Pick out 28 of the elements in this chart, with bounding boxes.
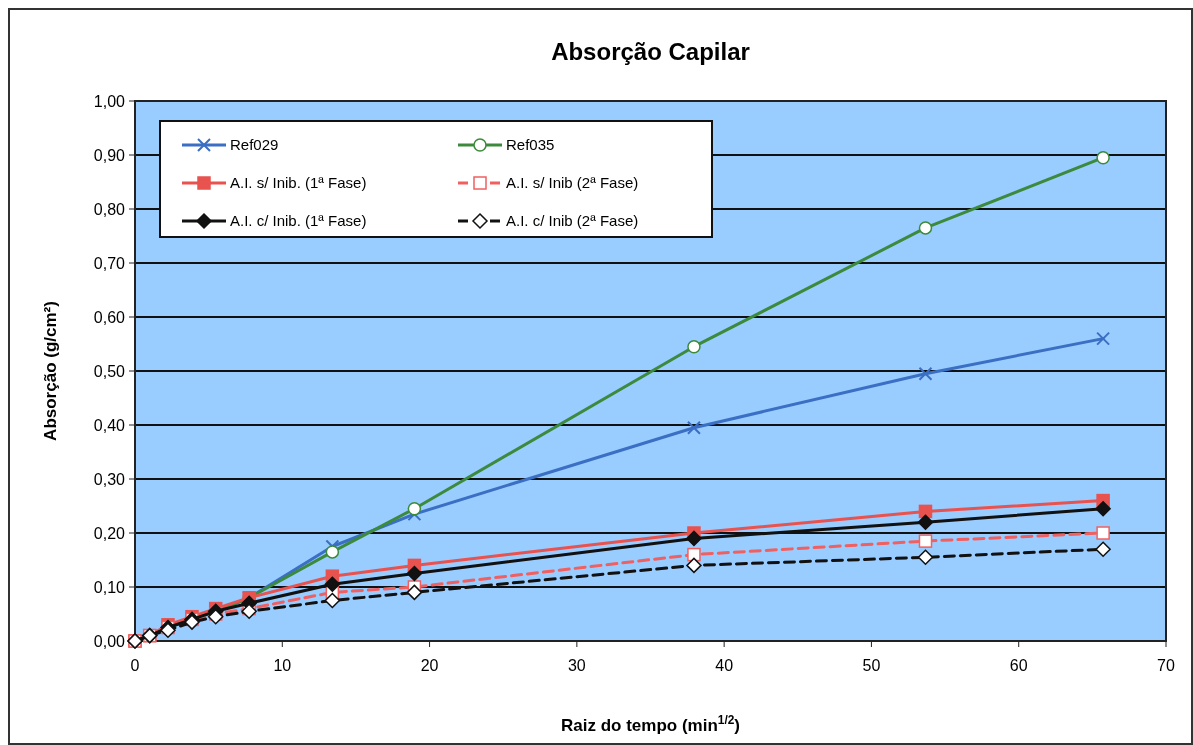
- y-tick-label: 0,80: [93, 200, 126, 218]
- y-tick-label: 0,00: [93, 632, 126, 650]
- x-tick-label: 70: [1157, 657, 1175, 674]
- y-tick-label: 0,50: [93, 362, 126, 380]
- x-tick-label: 20: [420, 657, 439, 674]
- y-tick-label: 0,60: [93, 308, 126, 326]
- y-tick-label: 0,10: [93, 578, 126, 596]
- legend-label: A.I. s/ Inib. (1ª Fase): [230, 174, 367, 192]
- y-tick-label: 0,40: [93, 416, 126, 434]
- x-tick-label: 50: [862, 657, 881, 674]
- x-tick-label: 30: [567, 657, 586, 674]
- x-tick-label: 60: [1009, 657, 1028, 674]
- x-tick-label: 10: [273, 657, 292, 674]
- x-axis-title: Raiz do tempo (min$^{1/2}$): [561, 713, 740, 735]
- y-tick-label: 0,70: [93, 254, 126, 272]
- legend-label: Ref035: [506, 136, 555, 154]
- legend-label: A.I. c/ Inib (2ª Fase): [506, 212, 639, 230]
- legend-label: Ref029: [230, 136, 279, 154]
- legend-label: A.I. c/ Inib. (1ª Fase): [230, 212, 367, 230]
- y-tick-label: 0,20: [93, 524, 126, 542]
- legend-label: A.I. s/ Inib (2ª Fase): [506, 174, 639, 192]
- y-tick-label: 1,00: [93, 92, 126, 110]
- x-tick-label: 40: [715, 657, 734, 674]
- y-axis-title: Absorção (g/cm²): [41, 301, 60, 441]
- x-tick-label: 0: [130, 657, 140, 674]
- y-tick-label: 0,90: [93, 146, 126, 164]
- chart-title: Absorção Capilar: [551, 38, 750, 65]
- y-tick-label: 0,30: [93, 470, 126, 488]
